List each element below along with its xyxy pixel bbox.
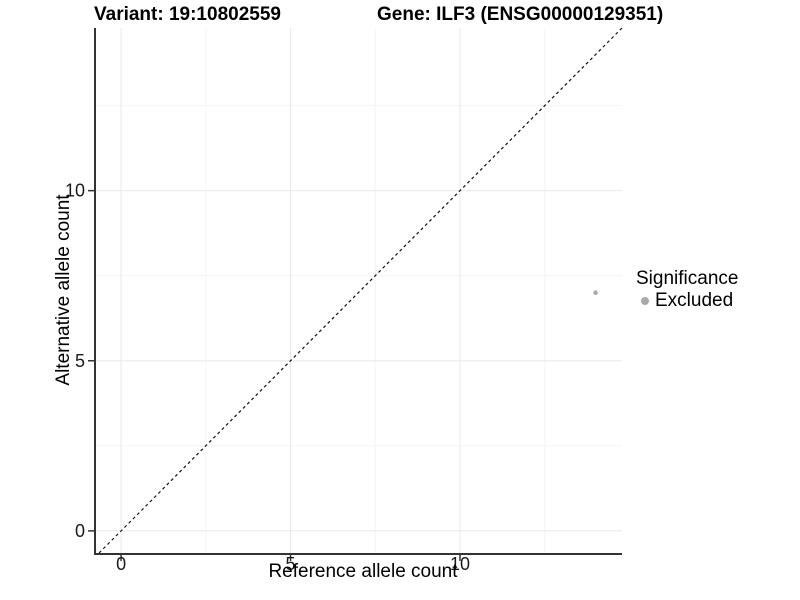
x-axis-title: Reference allele count [268,561,458,582]
legend-title: Significance [636,268,739,289]
legend-item-excluded: Excluded [641,290,738,311]
x-tick-label: 10 [450,554,470,574]
x-tick-label: 0 [116,554,126,574]
plot-title-variant: Variant: 19:10802559 [94,4,281,25]
y-tick-label: 0 [75,521,85,541]
x-tick-label: 5 [286,554,296,574]
identity-dashed-line [98,27,623,554]
y-tick-label: 10 [65,181,85,201]
y-tick-label: 5 [75,351,85,371]
legend-key-dot-icon [641,296,649,305]
plot-title-gene: Gene: ILF3 (ENSG00000129351) [377,4,664,25]
y-axis-title: Alternative allele count [53,194,74,386]
data-point [593,290,598,296]
legend: Significance Excluded [636,268,738,311]
legend-item-label: Excluded [655,290,734,311]
